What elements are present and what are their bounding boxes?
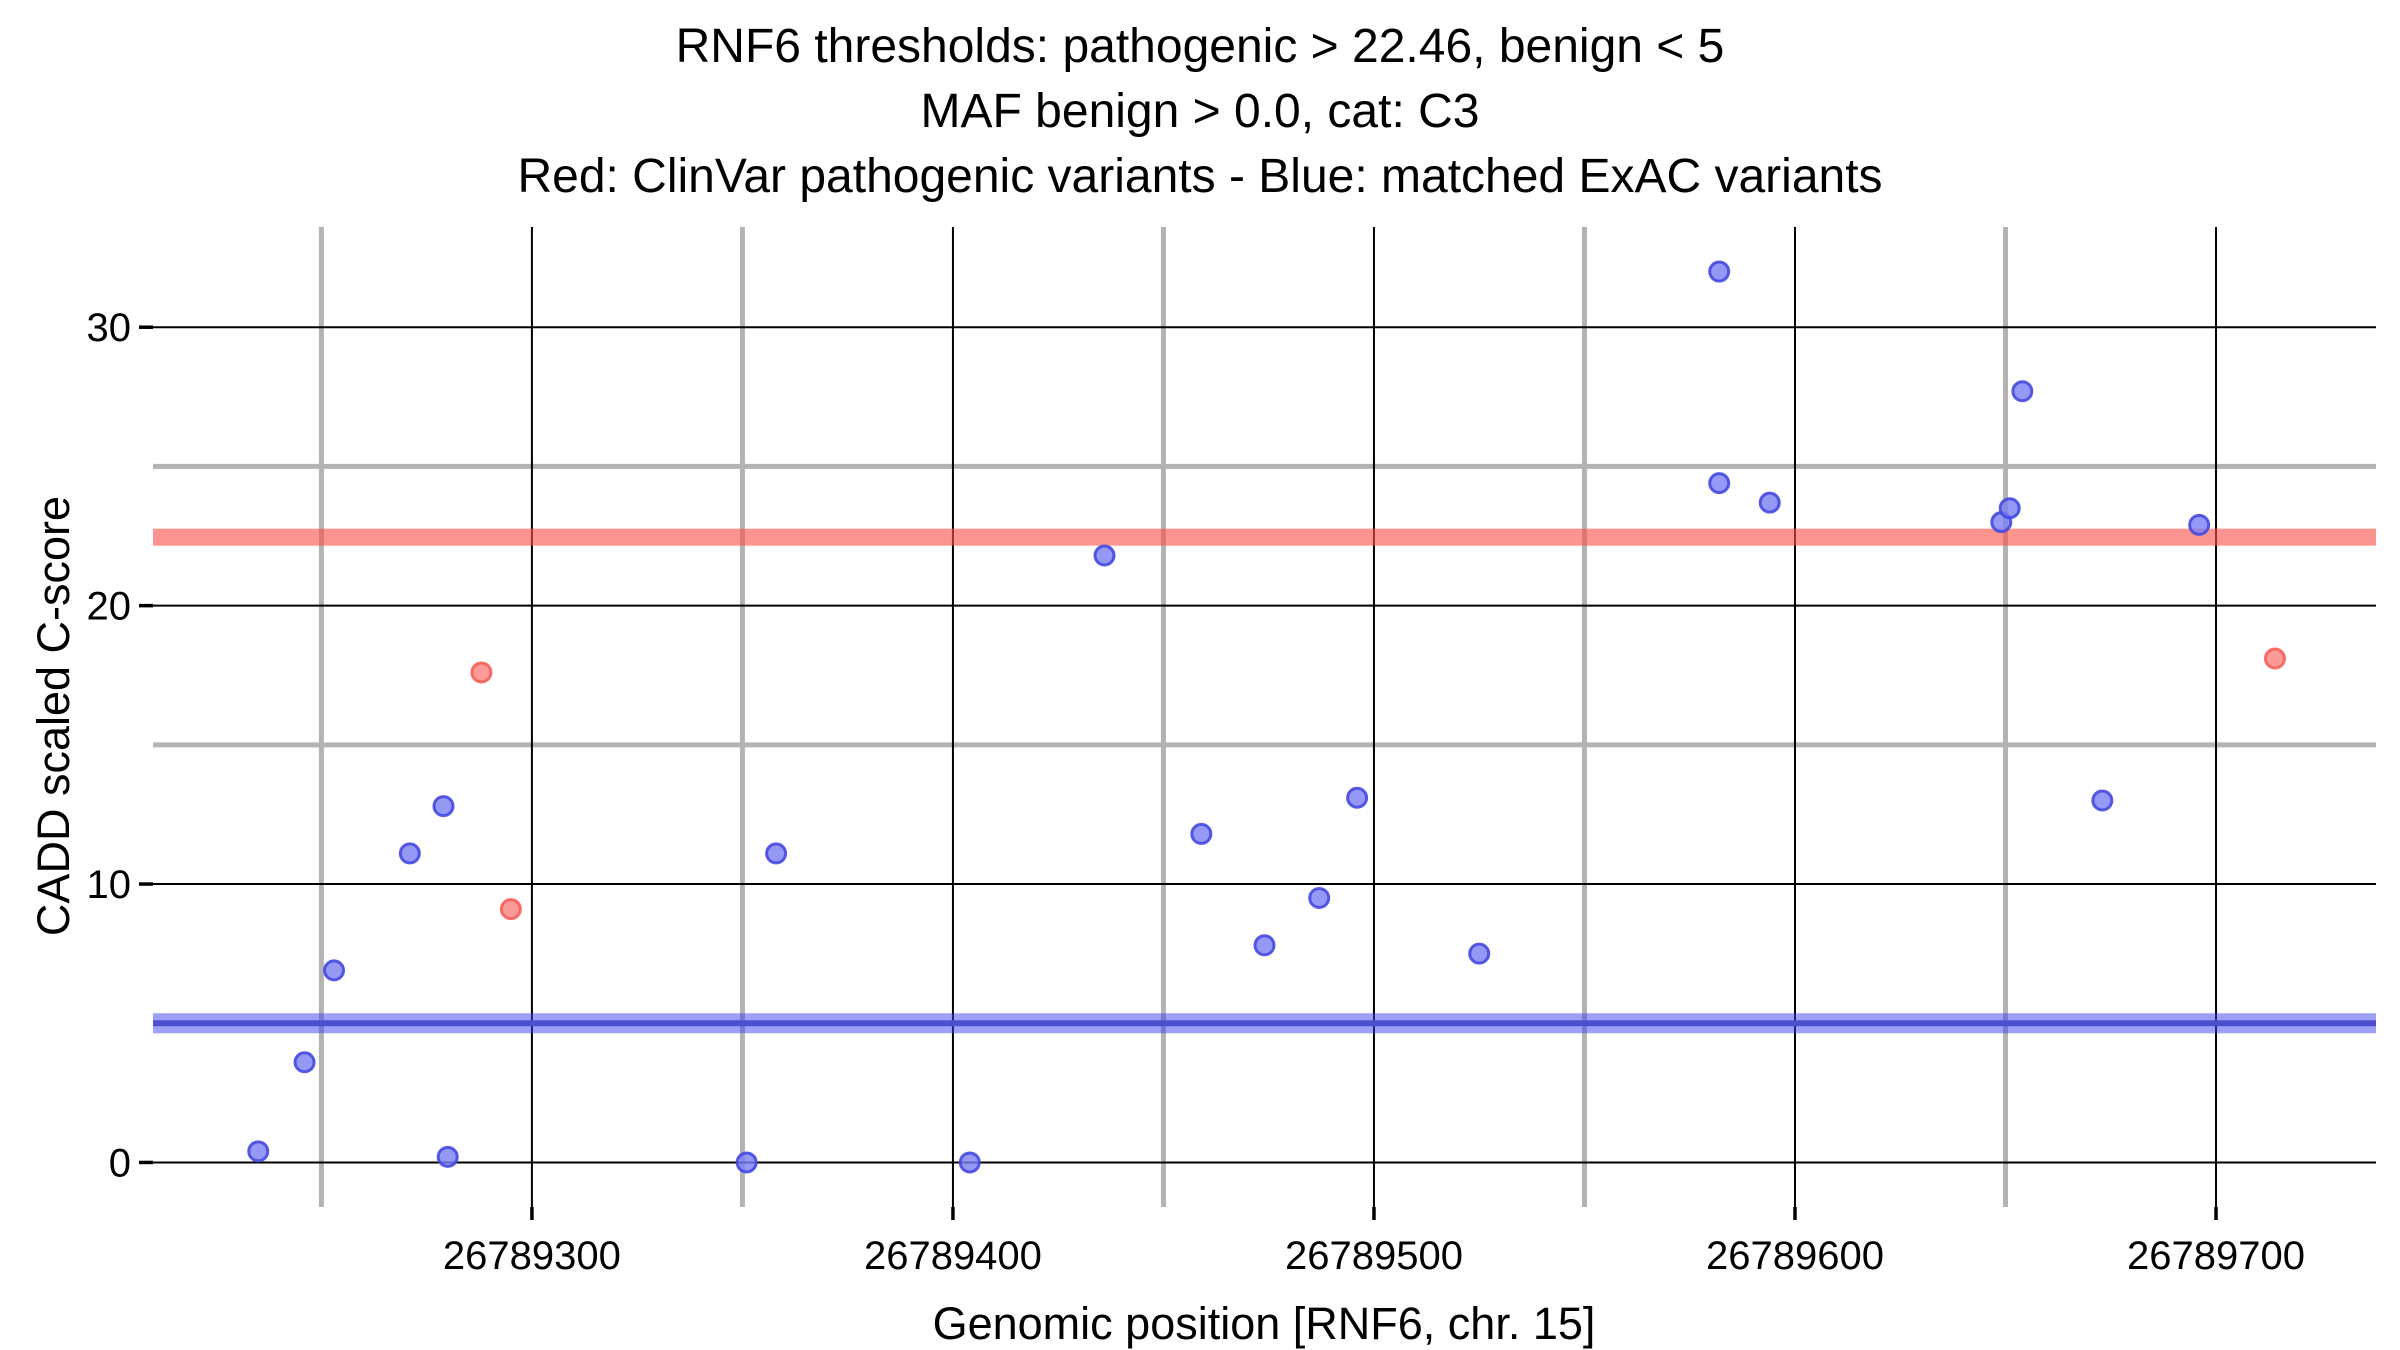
benign-threshold-line — [153, 1020, 2376, 1027]
y-tick-label: 30 — [87, 306, 132, 350]
chart-title-line-2: MAF benign > 0.0, cat: C3 — [920, 85, 1480, 138]
data-point-exac — [1308, 886, 1331, 909]
data-point-pathogenic — [2263, 647, 2286, 670]
x-tick-label: 26789600 — [1706, 1234, 1884, 1278]
data-point-exac — [1253, 934, 1276, 957]
x-tick-label: 26789400 — [864, 1234, 1042, 1278]
data-point-pathogenic — [499, 898, 522, 921]
chart-title-line-1: RNF6 thresholds: pathogenic > 22.46, ben… — [675, 20, 1725, 73]
data-point-exac — [2011, 380, 2034, 403]
chart-title-line-3: Red: ClinVar pathogenic variants - Blue:… — [517, 150, 1883, 203]
y-tick-label: 0 — [109, 1141, 131, 1185]
data-point-exac — [293, 1051, 316, 1074]
x-tick-label: 26789500 — [1285, 1234, 1463, 1278]
data-point-exac — [2091, 789, 2114, 812]
y-tick-label: 20 — [87, 585, 132, 629]
data-point-exac — [1093, 544, 1116, 567]
data-point-exac — [1708, 472, 1731, 495]
pathogenic-threshold-band — [153, 528, 2376, 546]
data-point-exac — [1708, 260, 1731, 283]
data-point-exac — [432, 795, 455, 818]
data-point-exac — [1758, 491, 1781, 514]
data-point-exac — [398, 842, 421, 865]
chart-title-block: RNF6 thresholds: pathogenic > 22.46, ben… — [0, 14, 2400, 209]
data-point-exac — [735, 1151, 758, 1174]
data-point-exac — [1468, 942, 1491, 965]
data-point-exac — [958, 1151, 981, 1174]
data-point-exac — [1346, 786, 1369, 809]
data-point-exac — [2188, 513, 2211, 536]
x-tick-label: 26789300 — [443, 1234, 621, 1278]
y-tick-label: 10 — [87, 863, 132, 907]
data-point-exac — [1190, 822, 1213, 845]
data-point-exac — [436, 1145, 459, 1168]
x-axis-title: Genomic position [RNF6, chr. 15] — [932, 1298, 1596, 1349]
x-tick-label: 26789700 — [2127, 1234, 2305, 1278]
data-point-exac — [1998, 497, 2021, 520]
data-point-exac — [765, 842, 788, 865]
data-point-exac — [323, 959, 346, 982]
data-point-pathogenic — [470, 661, 493, 684]
data-point-exac — [247, 1140, 270, 1163]
